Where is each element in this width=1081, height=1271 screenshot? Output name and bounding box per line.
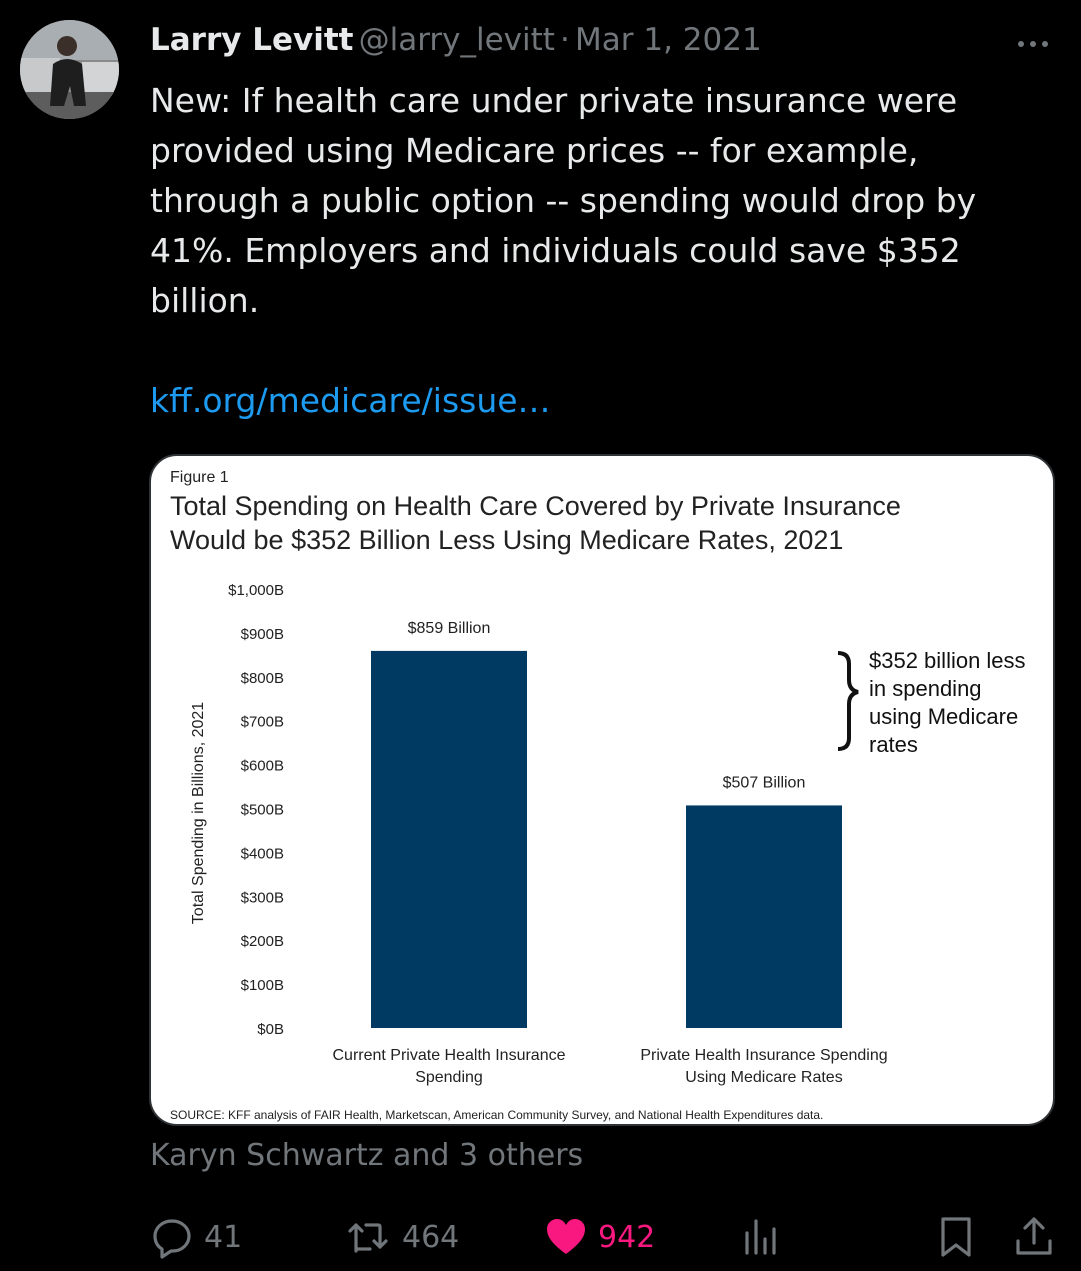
y-tick-label: $200B — [241, 933, 284, 950]
bar-chart: Figure 1 Total Spending on Health Care C… — [170, 469, 1026, 1122]
bar — [371, 650, 527, 1028]
author-handle[interactable]: @larry_levitt — [358, 22, 555, 58]
y-tick-label: $100B — [241, 977, 284, 994]
annotation-brace — [837, 651, 859, 751]
retweet-icon — [348, 1223, 388, 1253]
like-button[interactable]: 942 — [544, 1212, 655, 1262]
figure-label: Figure 1 — [170, 469, 229, 486]
category-label: Current Private Health Insurance — [333, 1047, 566, 1064]
y-tick-label: $300B — [241, 889, 284, 906]
tweet-date[interactable]: Mar 1, 2021 — [575, 22, 762, 58]
y-tick-label: $0B — [257, 1021, 284, 1038]
annotation-text: rates — [869, 732, 918, 757]
retweet-count: 464 — [402, 1219, 460, 1255]
analytics-icon — [745, 1219, 776, 1255]
author-avatar[interactable] — [20, 20, 119, 119]
tweet-media-chart[interactable]: Figure 1 Total Spending on Health Care C… — [149, 454, 1055, 1126]
bar-value-label: $859 Billion — [408, 620, 491, 637]
category-labels: Current Private Health Insurance Spending… — [333, 1047, 888, 1086]
chart-title-line1: Total Spending on Health Care Covered by… — [170, 491, 901, 521]
category-label: Using Medicare Rates — [685, 1069, 842, 1086]
reply-button[interactable]: 41 — [150, 1212, 242, 1262]
bookmark-icon — [941, 1217, 971, 1257]
y-tick-label: $700B — [241, 714, 284, 731]
bookmark-button[interactable] — [936, 1212, 976, 1262]
annotation-text: in spending — [869, 676, 982, 701]
y-axis-label: Total Spending in Billions, 2021 — [190, 702, 207, 924]
chart-title-line2: Would be $352 Billion Less Using Medicar… — [170, 525, 843, 555]
analytics-button[interactable] — [742, 1212, 782, 1262]
bars: $859 Billion $507 Billion — [371, 620, 842, 1028]
tweet-text: New: If health care under private insura… — [150, 81, 977, 320]
reply-count: 41 — [204, 1219, 243, 1255]
bar-value-label: $507 Billion — [723, 774, 806, 791]
avatar-photo — [20, 20, 119, 119]
chart-source: SOURCE: KFF analysis of FAIR Health, Mar… — [170, 1108, 823, 1122]
social-context[interactable]: Karyn Schwartz and 3 others — [150, 1138, 584, 1173]
bar — [686, 805, 842, 1028]
retweet-button[interactable]: 464 — [344, 1212, 459, 1262]
annotation-text: $352 billion less — [869, 648, 1026, 673]
share-icon — [1016, 1217, 1052, 1255]
tweet-link[interactable]: kff.org/medicare/issue… — [150, 381, 551, 420]
header-separator: · — [560, 22, 570, 58]
share-button[interactable] — [1012, 1212, 1056, 1262]
more-icon[interactable] — [1013, 28, 1053, 58]
annotation-text: using Medicare — [869, 704, 1018, 729]
category-label: Spending — [415, 1069, 483, 1086]
author-name[interactable]: Larry Levitt — [150, 22, 354, 58]
y-tick-label: $800B — [241, 670, 284, 687]
y-tick-label: $500B — [241, 802, 284, 819]
reply-icon — [153, 1219, 191, 1259]
y-tick-label: $1,000B — [228, 582, 284, 599]
y-tick-label: $900B — [241, 626, 284, 643]
heart-icon — [547, 1219, 585, 1254]
annotation: $352 billion less in spending using Medica… — [837, 648, 1026, 757]
tweet-header: Larry Levitt @larry_levitt · Mar 1, 2021 — [150, 22, 1030, 68]
category-label: Private Health Insurance Spending — [640, 1047, 887, 1064]
y-axis-ticks: $0B $100B $200B $300B $400B $500B $600B $700B $8… — [228, 582, 284, 1038]
y-tick-label: $400B — [241, 845, 284, 862]
like-count: 942 — [598, 1219, 656, 1255]
y-tick-label: $600B — [241, 758, 284, 775]
